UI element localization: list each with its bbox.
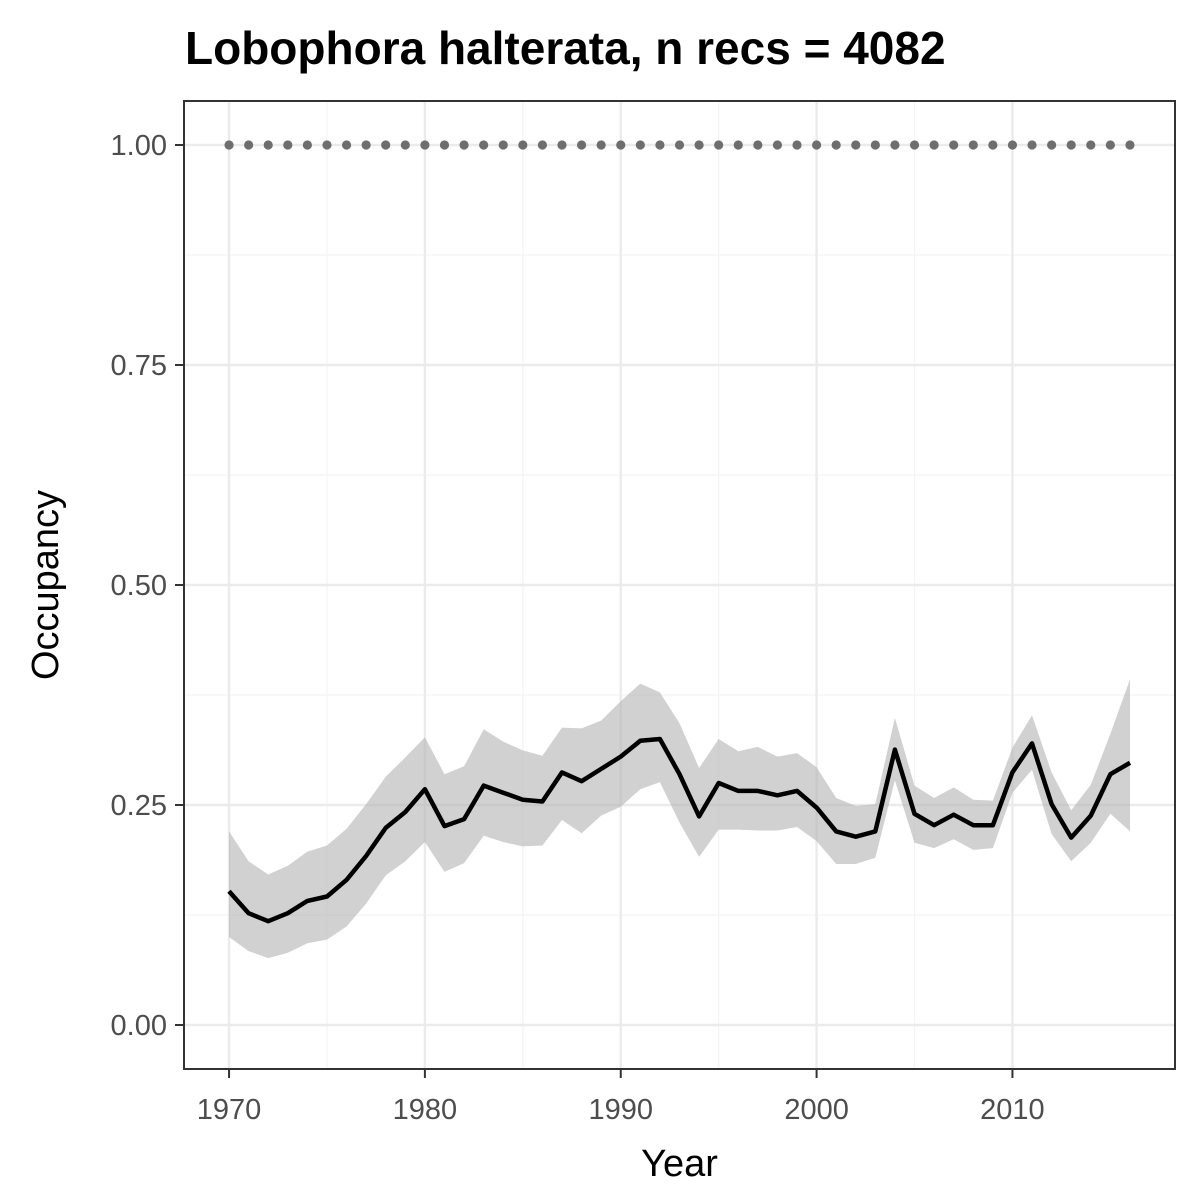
reference-dot [381,140,391,150]
reference-dot [753,140,763,150]
x-tick-label: 2010 [980,1094,1045,1126]
y-tick-label: 0.00 [111,1010,167,1042]
reference-dot [929,140,939,150]
reference-dot [420,140,430,150]
reference-dot [968,140,978,150]
reference-dot [1047,140,1057,150]
reference-dot [1086,140,1096,150]
reference-dot [400,140,410,150]
reference-dot [439,140,450,150]
occupancy-line [227,736,1132,924]
reference-dot [263,140,273,150]
reference-dot [361,140,371,150]
y-tick-label: 0.25 [111,790,167,822]
reference-dot [616,140,626,150]
reference-dot [811,140,822,150]
reference-dot [596,140,606,150]
x-tick-label: 2000 [784,1094,849,1126]
reference-dot [1066,140,1076,150]
reference-dot [909,140,920,150]
reference-dot [1105,140,1115,150]
chart-title: Lobophora halterata, n recs = 4082 [185,22,946,74]
confidence-band [229,679,1130,959]
y-tick-label: 0.75 [111,350,167,382]
reference-dot [949,140,959,150]
reference-dot [1027,140,1037,150]
reference-dots [224,140,1135,150]
reference-dot [851,140,861,150]
x-tick-label: 1970 [197,1094,262,1126]
reference-dot [694,140,704,150]
x-tick-label: 1980 [393,1094,458,1126]
reference-dot [733,140,743,150]
reference-dot [576,140,587,150]
reference-dot [341,140,352,150]
reference-dot [224,140,234,150]
reference-dot [674,140,685,150]
reference-dot [890,140,900,150]
reference-dot [283,140,293,150]
reference-dot [988,140,998,150]
reference-dot [772,140,783,150]
reference-dot [498,140,508,150]
reference-dot [870,140,880,150]
reference-dot [635,140,645,150]
reference-dot [322,140,332,150]
y-axis: 0.00 0.25 0.50 0.75 1.00 [111,130,184,1042]
reference-dot [714,140,724,150]
y-tick-label: 0.50 [111,570,167,602]
reference-dot [302,140,312,150]
y-tick-label: 1.00 [111,130,167,162]
reference-dot [244,140,254,150]
x-axis: 1970 1980 1990 2000 2010 [197,1069,1045,1126]
reference-dot [792,140,802,150]
reference-dot [557,140,567,150]
reference-dot [1125,140,1135,150]
x-tick-label: 1990 [588,1094,653,1126]
reference-dot [831,140,841,150]
reference-dot [655,140,665,150]
x-axis-title: Year [641,1143,718,1185]
reference-dot [537,140,548,150]
y-axis-title: Occupancy [25,490,67,680]
reference-dot [459,140,469,150]
reference-dot [479,140,489,150]
reference-dot [1007,140,1018,150]
reference-dot [518,140,528,150]
